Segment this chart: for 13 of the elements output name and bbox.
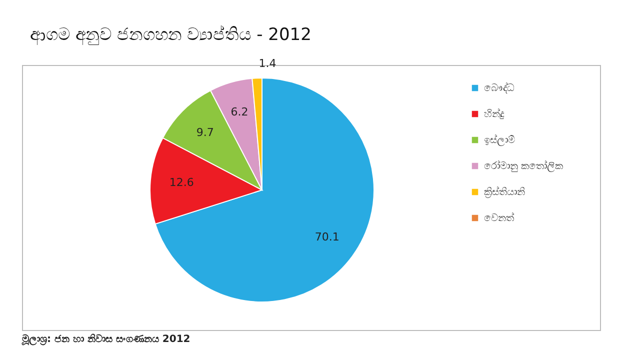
data-label: 6.2 xyxy=(230,106,248,119)
legend-label: ඉස්ලාම් xyxy=(484,133,515,146)
legend-label: ක්‍රිස්තියානි xyxy=(484,185,525,198)
data-label: 12.6 xyxy=(169,176,194,189)
data-label: 70.1 xyxy=(314,230,340,244)
chart-title: ආගම අනුව ජනගහන ව්‍යාප්තිය - 2012 xyxy=(30,25,312,46)
legend-label: රෝමානු කතෝලික xyxy=(484,159,564,172)
text: මූලාශ්‍ර: ජන හා නිවාස සංගණනය 2012 xyxy=(21,333,190,346)
legend-label: වෙනත් xyxy=(484,211,514,224)
data-label: 1.4 xyxy=(258,57,276,70)
legend-label: බෞද්ධ xyxy=(484,81,515,94)
legend-label: හින්දු xyxy=(484,107,505,120)
data-label: 9.7 xyxy=(196,126,214,139)
